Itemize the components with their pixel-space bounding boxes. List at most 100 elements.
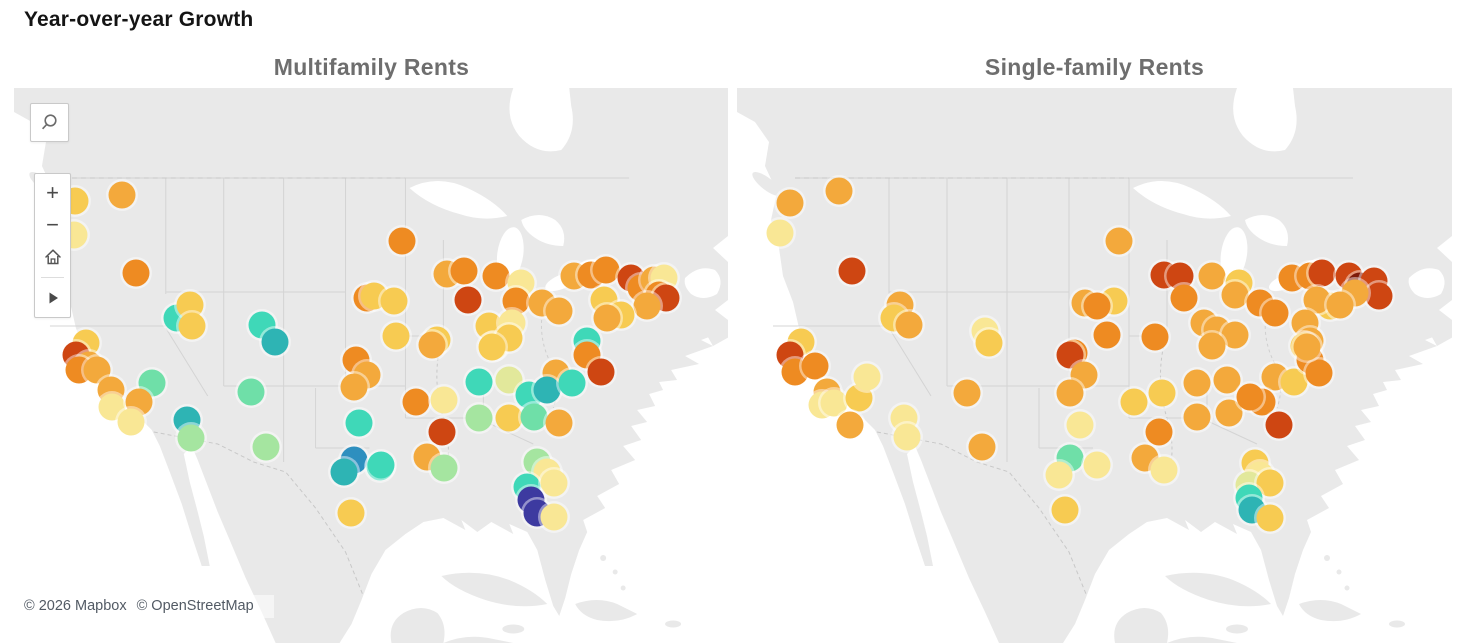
map-dot[interactable] — [1045, 461, 1073, 489]
page-title: Year-over-year Growth — [24, 8, 254, 31]
map-dot[interactable] — [178, 312, 206, 340]
pan-controls-button[interactable] — [35, 282, 70, 314]
map-dot[interactable] — [1083, 451, 1111, 479]
map-dot[interactable] — [558, 369, 586, 397]
map-dot[interactable] — [766, 219, 794, 247]
map-dot[interactable] — [1280, 368, 1308, 396]
map-dot[interactable] — [825, 177, 853, 205]
map-single-family[interactable] — [737, 88, 1452, 643]
map-dot[interactable] — [1093, 321, 1121, 349]
zoom-home-button[interactable] — [35, 241, 70, 273]
map-dot[interactable] — [1293, 333, 1321, 361]
map-dot[interactable] — [1141, 323, 1169, 351]
toolbar-divider — [41, 277, 64, 278]
map-dot[interactable] — [1265, 411, 1293, 439]
map-dot[interactable] — [1221, 321, 1249, 349]
map-dot[interactable] — [1303, 286, 1331, 314]
osm-attribution-link[interactable]: © OpenStreetMap — [136, 598, 254, 614]
map-dot[interactable] — [1150, 456, 1178, 484]
map-dot[interactable] — [593, 304, 621, 332]
map-dot[interactable] — [108, 181, 136, 209]
map-dot[interactable] — [1148, 379, 1176, 407]
map-multifamily[interactable]: + − © 2026 Mapbox © OpenStreetMap — [14, 88, 728, 643]
map-dot[interactable] — [975, 329, 1003, 357]
map-dot[interactable] — [895, 311, 923, 339]
mapbox-attribution-link[interactable]: © 2026 Mapbox — [24, 598, 127, 614]
map-dot[interactable] — [545, 409, 573, 437]
map-dot[interactable] — [1365, 282, 1393, 310]
map-dot[interactable] — [330, 458, 358, 486]
map-dot[interactable] — [592, 256, 620, 284]
map-dot[interactable] — [801, 352, 829, 380]
map-dot[interactable] — [838, 257, 866, 285]
map-dot[interactable] — [1308, 259, 1336, 287]
map-dot[interactable] — [450, 257, 478, 285]
map-dot[interactable] — [430, 454, 458, 482]
map-dot[interactable] — [1326, 291, 1354, 319]
map-dot[interactable] — [533, 376, 561, 404]
map-dot[interactable] — [428, 418, 456, 446]
map-dot[interactable] — [388, 227, 416, 255]
map-dot[interactable] — [540, 503, 568, 531]
map-dot[interactable] — [587, 358, 615, 386]
map-dot[interactable] — [454, 286, 482, 314]
map-dot[interactable] — [261, 328, 289, 356]
map-dot[interactable] — [1261, 299, 1289, 327]
map-dot[interactable] — [1213, 366, 1241, 394]
map-dot[interactable] — [337, 499, 365, 527]
map-dot[interactable] — [1083, 292, 1111, 320]
map-dot[interactable] — [1183, 403, 1211, 431]
basemap-north-america — [737, 88, 1452, 643]
map-dot[interactable] — [1305, 359, 1333, 387]
magnifier-icon — [42, 114, 57, 130]
map-dot[interactable] — [633, 292, 661, 320]
map-dot[interactable] — [430, 386, 458, 414]
map-dot[interactable] — [836, 411, 864, 439]
map-dot[interactable] — [252, 433, 280, 461]
zoom-in-button[interactable]: + — [35, 177, 70, 209]
map-dot[interactable] — [853, 363, 881, 391]
dot-layer-multifamily — [14, 88, 728, 643]
map-dot[interactable] — [1105, 227, 1133, 255]
map-dot[interactable] — [953, 379, 981, 407]
map-dot[interactable] — [893, 423, 921, 451]
map-dot[interactable] — [495, 404, 523, 432]
map-dot[interactable] — [1066, 411, 1094, 439]
map-dot[interactable] — [968, 433, 996, 461]
zoom-out-button[interactable]: − — [35, 209, 70, 241]
map-dot[interactable] — [482, 262, 510, 290]
map-dot[interactable] — [117, 408, 145, 436]
map-dot[interactable] — [122, 259, 150, 287]
map-dot[interactable] — [465, 404, 493, 432]
map-dot[interactable] — [1170, 284, 1198, 312]
map-dot[interactable] — [545, 297, 573, 325]
map-search-button[interactable] — [30, 103, 69, 142]
map-dot[interactable] — [1198, 332, 1226, 360]
map-dot[interactable] — [177, 424, 205, 452]
map-dot[interactable] — [1198, 262, 1226, 290]
map-dot[interactable] — [345, 409, 373, 437]
map-dot[interactable] — [340, 373, 368, 401]
map-dot[interactable] — [1183, 369, 1211, 397]
map-dot[interactable] — [520, 403, 548, 431]
map-dot[interactable] — [367, 451, 395, 479]
map-dot[interactable] — [1256, 504, 1284, 532]
map-dot[interactable] — [478, 333, 506, 361]
map-dot[interactable] — [465, 368, 493, 396]
map-dot[interactable] — [402, 388, 430, 416]
map-dot[interactable] — [540, 469, 568, 497]
map-dot[interactable] — [1056, 379, 1084, 407]
map-dot[interactable] — [1051, 496, 1079, 524]
dot-layer-single-family — [737, 88, 1452, 643]
map-dot[interactable] — [1236, 383, 1264, 411]
map-dot[interactable] — [237, 378, 265, 406]
map-attribution: © 2026 Mapbox © OpenStreetMap — [14, 595, 274, 618]
map-dot[interactable] — [1221, 281, 1249, 309]
map-dot[interactable] — [1145, 418, 1173, 446]
map-dot[interactable] — [382, 322, 410, 350]
map-dot[interactable] — [776, 189, 804, 217]
map-dot[interactable] — [418, 331, 446, 359]
map-dot[interactable] — [380, 287, 408, 315]
map-dot[interactable] — [1120, 388, 1148, 416]
